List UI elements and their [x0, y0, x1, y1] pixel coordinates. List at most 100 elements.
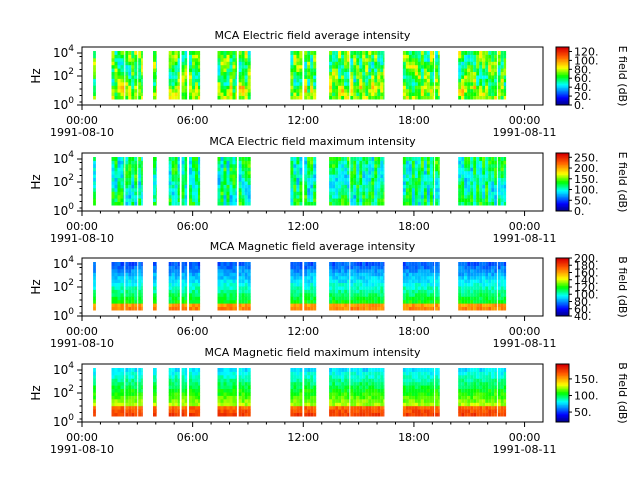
spectrogram-cell: [344, 95, 348, 100]
spectrogram-cell: [371, 198, 375, 202]
spectrogram-cell: [350, 163, 354, 168]
spectrogram-cell: [168, 75, 172, 79]
spectrogram-cell: [184, 289, 188, 294]
spectrogram-cell: [304, 81, 308, 86]
spectrogram-cell: [184, 75, 188, 79]
spectrogram-cell: [117, 157, 121, 161]
spectrogram-cell: [479, 54, 483, 59]
spectrogram-cell: [217, 75, 221, 79]
spectrogram-cell: [482, 184, 486, 189]
spectrogram-cell: [438, 85, 440, 90]
spectrogram-cell: [123, 385, 125, 389]
spectrogram-cell: [174, 402, 178, 407]
spectrogram-cell: [359, 275, 363, 280]
spectrogram-cell: [229, 279, 233, 283]
spectrogram-cell: [377, 78, 381, 83]
spectrogram-cell: [414, 201, 418, 206]
spectrogram-cell: [438, 181, 440, 185]
spectrogram-cell: [365, 191, 369, 196]
spectrogram-cell: [304, 388, 308, 393]
spectrogram-cell: [359, 163, 363, 168]
spectrogram-cell: [138, 194, 142, 199]
spectrogram-cell: [411, 174, 415, 178]
spectrogram-cell: [491, 181, 495, 185]
spectrogram-cell: [458, 170, 462, 175]
spectrogram-cell: [134, 95, 138, 100]
spectrogram-cell: [307, 184, 311, 189]
spectrogram-cell: [414, 51, 418, 55]
spectrogram-cell: [177, 299, 180, 304]
spectrogram-cell: [402, 286, 406, 290]
spectrogram-cell: [329, 392, 333, 396]
colorbar-step: [556, 76, 569, 78]
spectrogram-cell: [299, 398, 303, 403]
spectrogram-cell: [383, 275, 385, 280]
colorbar-step: [556, 295, 569, 298]
spectrogram-cell: [380, 51, 384, 55]
spectrogram-cell: [123, 392, 125, 396]
spectrogram-cell: [235, 282, 237, 287]
spectrogram-cell: [405, 157, 409, 161]
spectrogram-cell: [500, 64, 504, 69]
spectrogram-cell: [177, 61, 180, 66]
spectrogram-cell: [467, 68, 471, 72]
spectrogram-cell: [235, 194, 237, 199]
spectrogram-cell: [313, 198, 317, 202]
spectrogram-cell: [141, 92, 143, 96]
spectrogram-cell: [168, 392, 172, 396]
spectrogram-cell: [500, 181, 504, 185]
spectrogram-cell: [374, 296, 378, 301]
spectrogram-cell: [405, 64, 409, 69]
spectrogram-cell: [429, 306, 433, 311]
spectrogram-cell: [347, 191, 350, 196]
spectrogram-cell: [296, 51, 300, 55]
spectrogram-cell: [296, 85, 300, 90]
spectrogram-cell: [503, 170, 507, 175]
spectrogram-cell: [217, 272, 221, 277]
spectrogram-cell: [226, 187, 230, 192]
spectrogram-cell: [125, 160, 129, 165]
spectrogram-cell: [293, 265, 297, 270]
spectrogram-cell: [114, 181, 118, 185]
spectrogram-cell: [338, 275, 342, 280]
spectrogram-cell: [347, 71, 350, 76]
spectrogram-cell: [313, 262, 317, 266]
spectrogram-cell: [344, 405, 348, 410]
spectrogram-cell: [347, 268, 350, 273]
spectrogram-cell: [485, 157, 489, 161]
spectrogram-cell: [371, 160, 375, 165]
spectrogram-cell: [156, 378, 157, 383]
spectrogram-cell: [229, 51, 233, 55]
spectrogram-cell: [226, 170, 230, 175]
spectrogram-cell: [296, 64, 300, 69]
spectrogram-cell: [195, 78, 198, 83]
spectrogram-cell: [417, 170, 421, 175]
spectrogram-cell: [299, 167, 303, 172]
spectrogram-cell: [181, 68, 185, 72]
spectrogram-cell: [93, 68, 96, 72]
spectrogram-cell: [402, 92, 406, 96]
spectrogram-cell: [153, 194, 156, 199]
spectrogram-cell: [408, 299, 412, 304]
spectrogram-cell: [368, 368, 372, 372]
spectrogram-cell: [365, 289, 369, 294]
spectrogram-cell: [134, 412, 138, 417]
spectrogram-cell: [174, 303, 178, 307]
spectrogram-cell: [181, 170, 185, 175]
spectrogram-cell: [365, 160, 369, 165]
spectrogram-cell: [420, 170, 424, 175]
spectrogram-cell: [473, 306, 477, 311]
spectrogram-cell: [371, 371, 375, 376]
spectrogram-cell: [467, 191, 471, 196]
spectrogram-cell: [329, 385, 333, 389]
spectrogram-cell: [134, 409, 138, 413]
spectrogram-cell: [134, 289, 138, 294]
spectrogram-cell: [335, 191, 339, 196]
spectrogram-cell: [307, 64, 311, 69]
spectrogram-cell: [181, 286, 185, 290]
spectrogram-cell: [371, 405, 375, 410]
spectrogram-cell: [359, 68, 363, 72]
spectrogram-cell: [485, 187, 489, 192]
spectrogram-cell: [229, 71, 233, 76]
spectrogram-cell: [171, 64, 175, 69]
